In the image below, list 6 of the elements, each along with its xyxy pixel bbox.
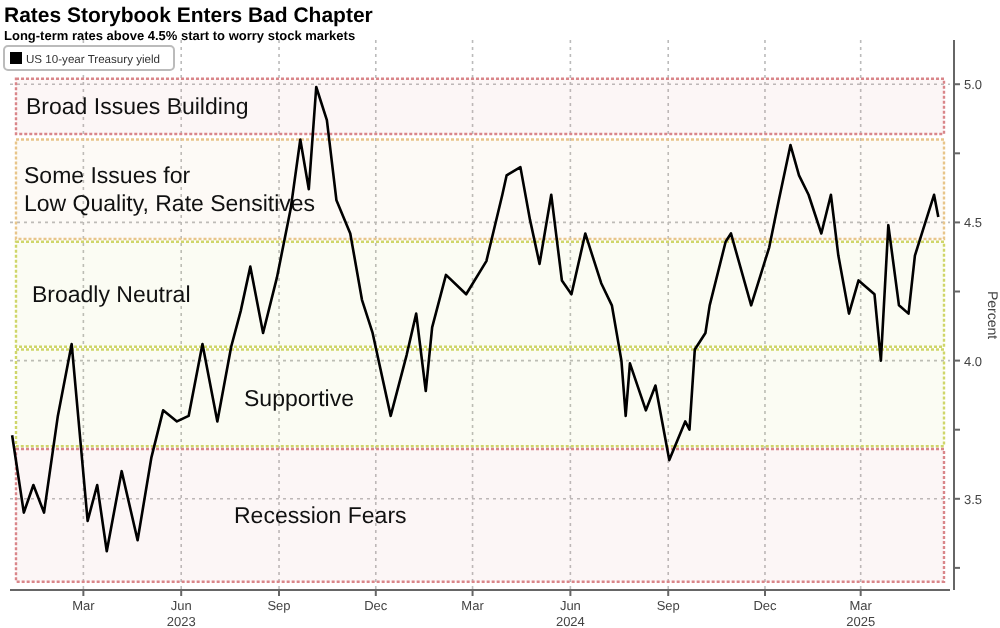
band-label: Broadly Neutral bbox=[32, 284, 191, 309]
band-label: Broad Issues Building bbox=[26, 96, 249, 121]
line-series bbox=[10, 85, 940, 553]
band-label: Supportive bbox=[244, 387, 354, 412]
chart-title: Rates Storybook Enters Bad Chapter bbox=[4, 4, 373, 28]
band-label: Recession Fears bbox=[234, 505, 408, 530]
